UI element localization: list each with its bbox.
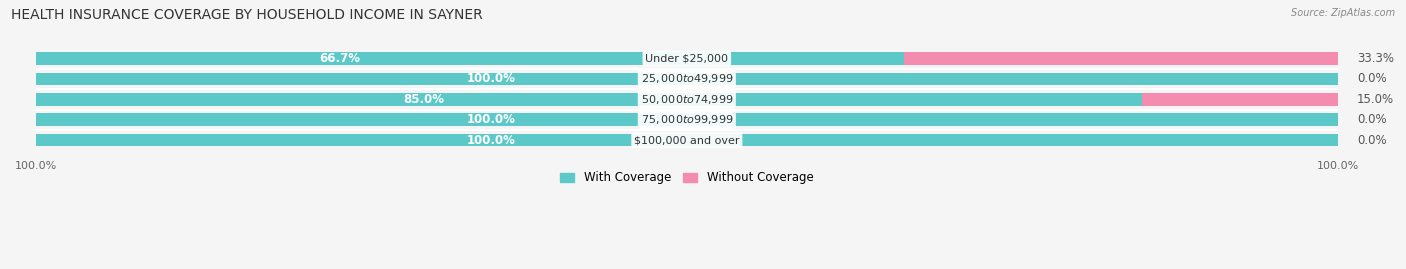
Bar	[904, 52, 1337, 65]
Text: 100.0%: 100.0%	[467, 134, 516, 147]
Bar	[1142, 93, 1337, 106]
Bar	[37, 52, 1337, 65]
Text: 33.3%: 33.3%	[1357, 52, 1395, 65]
Bar	[37, 93, 1142, 106]
Text: 0.0%: 0.0%	[1357, 134, 1386, 147]
Bar	[37, 73, 1337, 85]
Bar	[37, 114, 1337, 126]
Text: $50,000 to $74,999: $50,000 to $74,999	[641, 93, 733, 106]
Text: $75,000 to $99,999: $75,000 to $99,999	[641, 113, 733, 126]
Bar	[37, 73, 1337, 85]
Text: 85.0%: 85.0%	[402, 93, 444, 106]
Text: 100.0%: 100.0%	[467, 113, 516, 126]
Text: Under $25,000: Under $25,000	[645, 54, 728, 63]
Text: HEALTH INSURANCE COVERAGE BY HOUSEHOLD INCOME IN SAYNER: HEALTH INSURANCE COVERAGE BY HOUSEHOLD I…	[11, 8, 484, 22]
Bar	[37, 134, 1337, 147]
Bar	[37, 52, 904, 65]
Bar	[37, 93, 1337, 106]
Text: $100,000 and over: $100,000 and over	[634, 135, 740, 145]
Text: 15.0%: 15.0%	[1357, 93, 1395, 106]
Text: 66.7%: 66.7%	[319, 52, 360, 65]
Text: Source: ZipAtlas.com: Source: ZipAtlas.com	[1291, 8, 1395, 18]
Text: 100.0%: 100.0%	[467, 72, 516, 86]
Text: $25,000 to $49,999: $25,000 to $49,999	[641, 72, 733, 86]
Bar	[37, 134, 1337, 147]
Text: 0.0%: 0.0%	[1357, 113, 1386, 126]
Bar	[37, 114, 1337, 126]
Text: 0.0%: 0.0%	[1357, 72, 1386, 86]
Legend: With Coverage, Without Coverage: With Coverage, Without Coverage	[555, 167, 818, 189]
